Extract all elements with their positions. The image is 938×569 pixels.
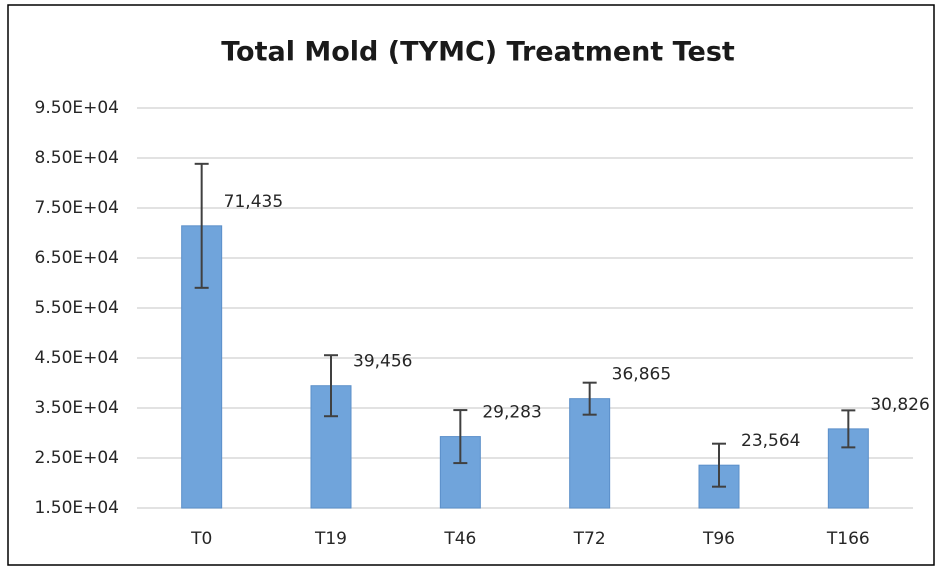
y-tick-label: 4.50E+04 (35, 348, 119, 368)
data-label: 39,456 (353, 352, 412, 372)
y-tick-label: 5.50E+04 (35, 298, 119, 318)
data-label: 71,435 (224, 192, 283, 212)
x-tick-label: T19 (314, 529, 347, 549)
x-tick-label: T96 (702, 529, 735, 549)
chart-title: Total Mold (TYMC) Treatment Test (221, 37, 735, 68)
y-tick-label: 3.50E+04 (35, 398, 119, 418)
x-tick-label: T166 (826, 529, 870, 549)
bar (569, 398, 611, 509)
y-tick-label: 8.50E+04 (35, 148, 119, 168)
y-tick-label: 9.50E+04 (35, 98, 119, 118)
data-label: 36,865 (612, 365, 671, 385)
y-tick-label: 1.50E+04 (35, 498, 119, 518)
x-tick-label: T46 (443, 529, 476, 549)
data-label: 29,283 (482, 403, 541, 423)
y-tick-label: 2.50E+04 (35, 448, 119, 468)
data-label: 23,564 (741, 431, 800, 451)
x-tick-label: T72 (573, 529, 606, 549)
y-tick-label: 7.50E+04 (35, 198, 119, 218)
y-tick-label: 6.50E+04 (35, 248, 119, 268)
x-tick-label: T0 (190, 529, 212, 549)
data-label: 30,826 (870, 395, 929, 415)
